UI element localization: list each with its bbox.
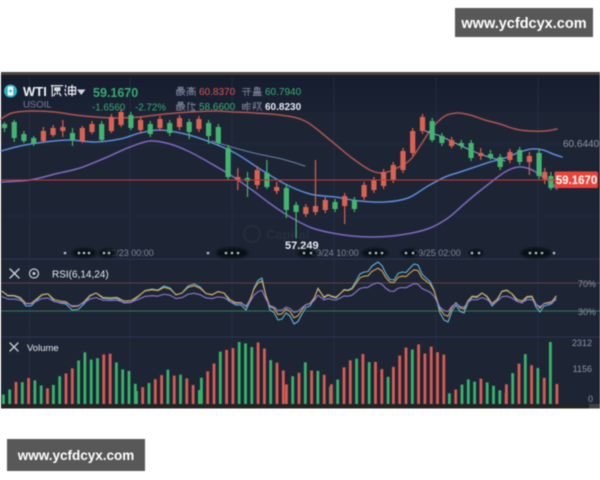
- svg-text:www.ycfdcyx.com: www.ycfdcyx.com: [460, 16, 586, 32]
- svg-text:30%: 30%: [578, 307, 596, 317]
- svg-text:59.1670: 59.1670: [556, 175, 598, 187]
- svg-text:60.7940: 60.7940: [265, 87, 302, 98]
- svg-text:RSI(6,14,24): RSI(6,14,24): [52, 270, 109, 281]
- svg-text:Volume: Volume: [27, 343, 59, 354]
- svg-text:59.1670: 59.1670: [93, 86, 138, 100]
- svg-text:70%: 70%: [578, 279, 596, 289]
- svg-text:0: 0: [588, 394, 593, 404]
- svg-text:www.ycfdcyx.com: www.ycfdcyx.com: [17, 448, 135, 463]
- svg-text:-2.72%: -2.72%: [135, 103, 166, 114]
- svg-text:60.6440: 60.6440: [563, 139, 600, 150]
- svg-text:09/24 10:00: 09/24 10:00: [311, 248, 359, 258]
- svg-text:58.6600: 58.6600: [199, 102, 236, 113]
- svg-text:60.8230: 60.8230: [265, 102, 302, 113]
- svg-text:1156: 1156: [573, 364, 592, 374]
- svg-text:57.249: 57.249: [285, 240, 319, 252]
- svg-text:2312: 2312: [572, 338, 592, 348]
- svg-text:-1.6560: -1.6560: [92, 103, 126, 114]
- svg-text:09/23 00:00: 09/23 00:00: [106, 248, 154, 258]
- svg-text:Capital: Capital: [266, 227, 309, 242]
- svg-text:09/25 02:00: 09/25 02:00: [413, 248, 461, 258]
- svg-text:WTI: WTI: [23, 84, 47, 99]
- svg-text:USOIL: USOIL: [23, 100, 52, 111]
- svg-text:60.8370: 60.8370: [199, 87, 236, 98]
